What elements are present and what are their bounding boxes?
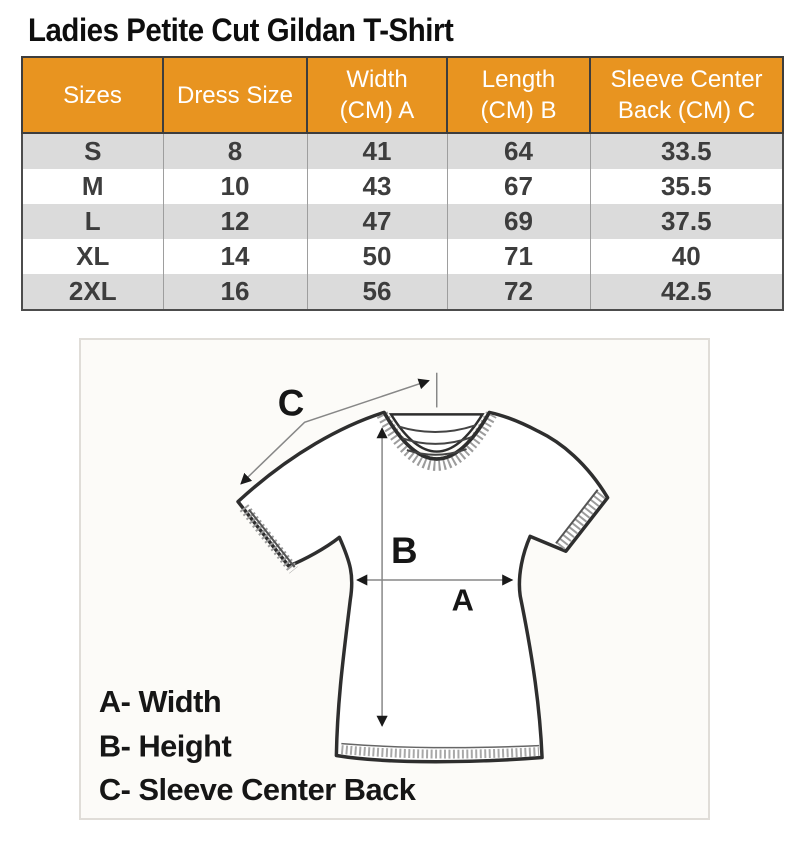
table-row-xl: XL 14 50 71 40 xyxy=(21,239,784,274)
page-title: Ladies Petite Cut Gildan T-Shirt xyxy=(28,12,454,48)
table-cell: 37.5 xyxy=(589,204,784,239)
table-cell: L xyxy=(21,204,164,239)
legend-line-sleeve: C- Sleeve Center Back xyxy=(99,772,417,807)
table-cell: 41 xyxy=(306,133,448,169)
table-cell: M xyxy=(21,169,164,204)
tshirt-diagram: C B A A- Width B- Height C- Sleeve Cente… xyxy=(99,372,610,807)
tshirt-outline-icon xyxy=(236,410,610,764)
table-cell: 50 xyxy=(306,239,448,274)
table-cell: 67 xyxy=(446,169,591,204)
table-cell: 10 xyxy=(162,169,308,204)
table-cell: XL xyxy=(21,239,164,274)
table-cell: 14 xyxy=(162,239,308,274)
table-cell: 8 xyxy=(162,133,308,169)
table-cell: 71 xyxy=(446,239,591,274)
table-cell: 40 xyxy=(589,239,784,274)
size-chart-table: Sizes Dress Size Width (CM) A Length (CM) … xyxy=(21,56,784,311)
table-row-2xl: 2XL 16 56 72 42.5 xyxy=(21,274,784,310)
diagram-label-a: A xyxy=(452,583,474,618)
table-cell: 16 xyxy=(162,274,308,310)
table-row-l: L 12 47 69 37.5 xyxy=(21,204,784,239)
measure-c-arrow xyxy=(240,378,430,485)
table-cell: 2XL xyxy=(21,274,164,310)
column-header-length: Length (CM) B xyxy=(446,56,591,134)
column-header-sleeve-center-back: Sleeve Center Back (CM) C xyxy=(589,56,784,134)
legend-line-height: B- Height xyxy=(99,729,232,764)
table-row-m: M 10 43 67 35.5 xyxy=(21,169,784,204)
measurement-diagram: C B A A- Width B- Height C- Sleeve Cente… xyxy=(79,338,710,820)
diagram-label-b: B xyxy=(391,530,418,571)
legend-line-width: A- Width xyxy=(99,684,221,719)
table-cell: 69 xyxy=(446,204,591,239)
table-row-s: S 8 41 64 33.5 xyxy=(21,133,784,169)
table-cell: 35.5 xyxy=(589,169,784,204)
diagram-label-c: C xyxy=(278,382,305,423)
column-header-width: Width (CM) A xyxy=(306,56,448,134)
table-cell: 72 xyxy=(446,274,591,310)
table-cell: 43 xyxy=(306,169,448,204)
column-header-dress-size: Dress Size xyxy=(162,56,308,134)
table-cell: 42.5 xyxy=(589,274,784,310)
column-header-sizes: Sizes xyxy=(21,56,164,134)
table-cell: S xyxy=(21,133,164,169)
table-cell: 33.5 xyxy=(589,133,784,169)
table-cell: 12 xyxy=(162,204,308,239)
table-cell: 47 xyxy=(306,204,448,239)
header-row: Sizes Dress Size Width (CM) A Length (CM) … xyxy=(21,56,784,134)
table-cell: 56 xyxy=(306,274,448,310)
table-cell: 64 xyxy=(446,133,591,169)
